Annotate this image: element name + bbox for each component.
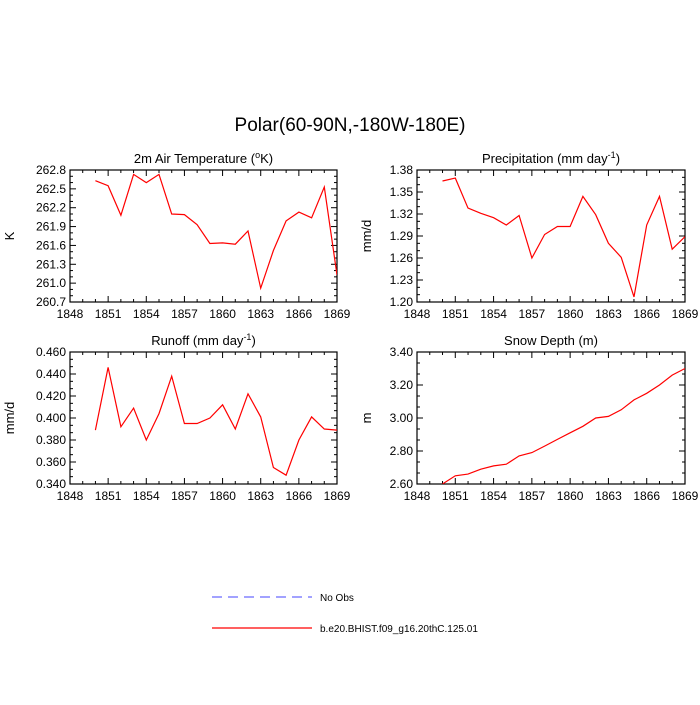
series-line	[95, 173, 337, 291]
y-tick-label: 2.60	[390, 477, 414, 491]
figure-title: Polar(60-90N,-180W-180E)	[234, 115, 466, 136]
x-tick-label: 1869	[672, 489, 699, 503]
x-tick-label: 1863	[595, 307, 622, 321]
y-tick-label: 3.40	[390, 345, 414, 359]
title-text: Runoff (mm day	[151, 333, 244, 348]
y-tick-label: 261.0	[36, 276, 66, 290]
x-tick-label: 1857	[171, 307, 198, 321]
y-tick-label: 0.440	[36, 367, 66, 381]
y-tick-label: 260.7	[36, 295, 66, 309]
y-tick-label: 0.400	[36, 411, 66, 425]
x-tick-label: 1857	[519, 489, 546, 503]
y-tick-label: 1.23	[390, 273, 414, 287]
y-tick-label: 262.8	[36, 163, 66, 177]
x-tick-label: 1857	[171, 489, 198, 503]
y-axis-label: mm/d	[359, 220, 374, 253]
y-tick-label: 262.2	[36, 201, 66, 215]
x-tick-label: 1869	[324, 489, 351, 503]
x-tick-label: 1848	[404, 307, 431, 321]
panel-title: Runoff (mm day-1)	[151, 332, 256, 348]
panel-2: 1848 1851 1854 1857 1860 1863 1866 1869 1.20 1.23…	[359, 150, 699, 321]
title-text: 2m Air Temperature (	[134, 151, 256, 166]
y-tick-label: 261.9	[36, 220, 66, 234]
title-superscript: o	[255, 150, 260, 160]
y-tick-label: 1.38	[390, 163, 414, 177]
x-tick-label: 1854	[480, 489, 507, 503]
series-line	[442, 177, 685, 298]
x-tick-label: 1848	[404, 489, 431, 503]
x-tick-label: 1866	[633, 489, 660, 503]
x-tick-label: 1851	[442, 489, 469, 503]
y-tick-label: 262.5	[36, 182, 66, 196]
x-tick-label: 1860	[557, 307, 584, 321]
x-tick-label: 1860	[209, 307, 236, 321]
x-tick-label: 1848	[57, 489, 84, 503]
x-tick-label: 1866	[286, 489, 313, 503]
x-tick-label: 1857	[519, 307, 546, 321]
x-tick-label: 1860	[557, 489, 584, 503]
x-tick-label: 1863	[247, 307, 274, 321]
x-tick-label: 1863	[247, 489, 274, 503]
legend-label-2: b.e20.BHIST.f09_g16.20thC.125.01	[320, 624, 478, 635]
y-axis-label: K	[2, 231, 17, 240]
x-tick-label: 1860	[209, 489, 236, 503]
panel-1: 1848 1851 1854 1857 1860 1863 1866 1869 260.7 261…	[2, 150, 351, 321]
x-tick-label: 1851	[442, 307, 469, 321]
y-axis-label: m	[359, 413, 374, 424]
y-tick-label: 1.26	[390, 251, 414, 265]
x-tick-label: 1866	[633, 307, 660, 321]
x-tick-label: 1851	[95, 489, 122, 503]
title-text: Snow Depth (m)	[504, 333, 598, 348]
y-tick-label: 0.360	[36, 455, 66, 469]
panel-3: 1848 1851 1854 1857 1860 1863 1866 1869 0.340 0.3…	[2, 332, 351, 503]
y-tick-label: 0.420	[36, 389, 66, 403]
y-axis-label: mm/d	[2, 402, 17, 435]
y-tick-label: 0.460	[36, 345, 66, 359]
panel-title: 2m Air Temperature (oK)	[134, 150, 273, 166]
y-tick-label: 0.340	[36, 477, 66, 491]
panel-title: Precipitation (mm day-1)	[482, 150, 620, 166]
legend-label-1: No Obs	[320, 593, 354, 604]
y-tick-label: 0.380	[36, 433, 66, 447]
y-tick-label: 261.6	[36, 238, 66, 252]
y-tick-label: 1.32	[390, 207, 414, 221]
plot-frame	[416, 351, 686, 485]
title-text: )	[251, 333, 255, 348]
x-tick-label: 1851	[95, 307, 122, 321]
title-text: Precipitation (mm day	[482, 151, 608, 166]
plot-frame	[69, 169, 338, 303]
x-tick-label: 1869	[672, 307, 699, 321]
x-tick-label: 1848	[57, 307, 84, 321]
y-tick-label: 2.80	[390, 444, 414, 458]
title-superscript: -1	[243, 332, 251, 342]
panel-4: 1848 1851 1854 1857 1860 1863 1866 1869 2.60 2.80…	[359, 333, 699, 503]
title-text: K)	[260, 151, 273, 166]
panel-title: Snow Depth (m)	[504, 333, 598, 348]
title-superscript: -1	[608, 150, 616, 160]
x-tick-label: 1854	[480, 307, 507, 321]
legend: No Obs b.e20.BHIST.f09_g16.20thC.125.01	[212, 593, 478, 635]
plot-frame	[69, 351, 338, 485]
x-tick-label: 1866	[286, 307, 313, 321]
x-tick-label: 1854	[133, 489, 160, 503]
x-tick-label: 1854	[133, 307, 160, 321]
x-tick-label: 1863	[595, 489, 622, 503]
y-tick-label: 261.3	[36, 257, 66, 271]
title-text: )	[616, 151, 620, 166]
series-line	[442, 367, 685, 484]
series-line	[94, 367, 337, 477]
y-tick-label: 3.20	[390, 378, 414, 392]
y-tick-label: 1.20	[390, 295, 414, 309]
x-tick-label: 1869	[324, 307, 351, 321]
y-tick-label: 3.00	[390, 411, 414, 425]
y-tick-label: 1.29	[390, 229, 414, 243]
y-tick-label: 1.35	[390, 185, 414, 199]
